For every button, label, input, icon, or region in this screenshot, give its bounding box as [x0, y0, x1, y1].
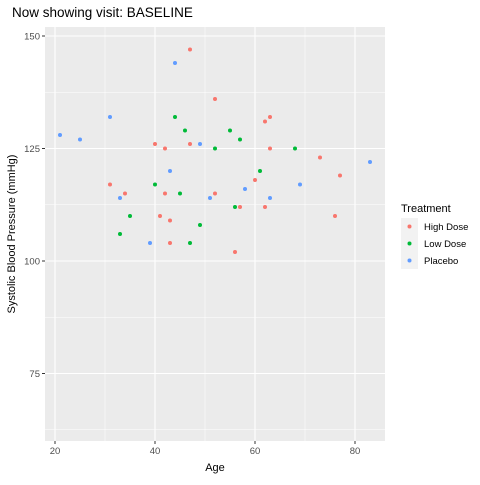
data-point-placebo: [268, 196, 272, 200]
legend-label-low-dose: Low Dose: [424, 239, 466, 250]
data-point-high-dose: [213, 97, 217, 101]
data-point-low-dose: [293, 146, 297, 151]
x-tick-label: 60: [250, 446, 261, 457]
data-points: [58, 47, 372, 254]
legend-label-high-dose: High Dose: [424, 222, 468, 233]
data-point-low-dose: [183, 128, 187, 133]
data-point-high-dose: [153, 142, 157, 146]
data-point-high-dose: [188, 142, 192, 146]
legend-symbol-low-dose: [407, 241, 412, 246]
data-point-placebo: [78, 137, 82, 142]
data-point-high-dose: [163, 191, 167, 196]
y-tick-label: 100: [24, 257, 40, 268]
y-tick-label: 75: [29, 369, 40, 380]
legend-items: High Dose Low Dose Placebo: [401, 218, 468, 269]
data-point-high-dose: [338, 173, 342, 178]
data-point-high-dose: [123, 191, 127, 196]
data-point-high-dose: [213, 191, 217, 196]
x-tick-label: 20: [50, 446, 61, 457]
y-tick-label: 125: [24, 144, 40, 155]
data-point-placebo: [58, 133, 62, 137]
data-point-high-dose: [253, 178, 257, 182]
data-point-low-dose: [258, 169, 262, 173]
data-point-high-dose: [318, 155, 322, 160]
legend-title: Treatment: [401, 203, 451, 215]
legend-symbol-high-dose: [407, 224, 412, 229]
data-point-low-dose: [153, 182, 157, 187]
data-point-high-dose: [268, 146, 272, 151]
data-point-low-dose: [213, 146, 217, 151]
data-point-placebo: [198, 142, 202, 146]
data-point-placebo: [298, 182, 302, 187]
data-point-placebo: [148, 241, 152, 245]
data-point-high-dose: [263, 205, 267, 209]
data-point-placebo: [173, 61, 177, 65]
data-point-high-dose: [238, 205, 242, 209]
data-point-low-dose: [228, 128, 232, 133]
data-point-high-dose: [108, 182, 112, 187]
legend-symbol-placebo: [407, 258, 412, 263]
data-point-low-dose: [128, 214, 132, 218]
x-axis-title: Age: [205, 462, 225, 474]
data-point-high-dose: [233, 250, 237, 254]
data-point-low-dose: [238, 137, 242, 142]
data-point-high-dose: [263, 119, 267, 124]
legend: Treatment High Dose Low Dose Placebo: [401, 203, 468, 269]
data-point-high-dose: [168, 241, 172, 245]
axis-ticks: 20 40 60 80 75 100 125 150: [24, 32, 360, 458]
data-point-low-dose: [233, 205, 237, 209]
y-axis-title: Systolic Blood Pressure (mmHg): [6, 155, 18, 314]
data-point-low-dose: [178, 191, 182, 196]
data-point-high-dose: [268, 115, 272, 119]
y-tick-label: 150: [24, 32, 40, 43]
data-point-high-dose: [163, 146, 167, 151]
x-tick-label: 40: [150, 446, 161, 457]
data-point-high-dose: [168, 218, 172, 223]
chart-title: Now showing visit: BASELINE: [12, 5, 193, 20]
data-point-placebo: [243, 187, 247, 191]
data-point-high-dose: [333, 214, 337, 218]
data-point-placebo: [168, 169, 172, 173]
data-point-high-dose: [158, 214, 162, 218]
data-point-low-dose: [173, 115, 177, 119]
x-tick-label: 80: [350, 446, 361, 457]
data-point-low-dose: [188, 241, 192, 245]
plot-panel: [45, 27, 385, 441]
data-point-low-dose: [198, 223, 202, 227]
data-point-placebo: [108, 115, 112, 119]
data-point-low-dose: [118, 232, 122, 236]
data-point-placebo: [118, 196, 122, 200]
data-point-high-dose: [188, 47, 192, 52]
data-point-placebo: [368, 160, 372, 164]
legend-label-placebo: Placebo: [424, 256, 458, 267]
data-point-placebo: [208, 196, 212, 200]
